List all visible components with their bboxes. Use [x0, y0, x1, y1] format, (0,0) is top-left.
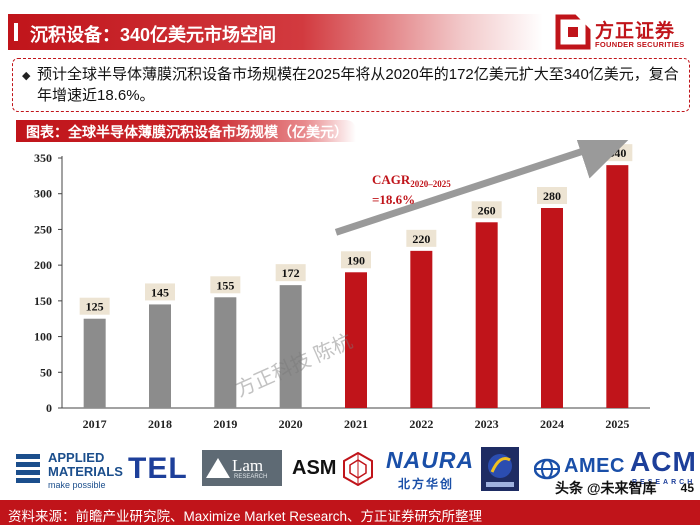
- acm-sub: RESEARCH: [632, 479, 696, 486]
- company-logos: APPLIED MATERIALS make possible TEL Lam …: [10, 446, 696, 494]
- bar-2025: [606, 165, 629, 408]
- lam-logo: Lam RESEARCH: [202, 446, 284, 494]
- x-tick-label: 2024: [540, 417, 564, 431]
- bar-2019: [214, 297, 237, 408]
- bar-2018: [149, 304, 171, 408]
- data-label-bg: [341, 251, 371, 269]
- y-axis: 0 50 100 150 200 250 300 350: [34, 151, 63, 415]
- chart-title: 图表：全球半导体薄膜沉积设备市场规模（亿美元）: [26, 124, 348, 140]
- logo-en: FOUNDER SECURITIES: [595, 40, 685, 49]
- lam-text: Lam: [232, 456, 264, 475]
- bar-2021: [345, 272, 367, 408]
- cagr-label-sub: 2020–2025: [410, 179, 451, 189]
- source-note: 资料来源：前瞻产业研究院、Maximize Market Research、方正…: [8, 509, 483, 524]
- page-number: 45: [680, 481, 694, 495]
- x-tick-label: 2018: [148, 417, 172, 431]
- tel-logo: TEL: [128, 446, 198, 494]
- applied-materials-logo: APPLIED MATERIALS make possible: [14, 446, 124, 494]
- x-tick-label: 2021: [344, 417, 368, 431]
- cagr-label: CAGR2020–2025: [372, 172, 451, 189]
- cagr-arrow: [334, 140, 634, 236]
- applied-text-1: APPLIED: [48, 450, 105, 465]
- data-label-2018: 145: [151, 285, 169, 299]
- y-tick-label: 350: [34, 151, 52, 165]
- title-bar: 沉积设备：340亿美元市场空间: [8, 14, 543, 50]
- bar-2020: [279, 285, 302, 408]
- toutiao-watermark: 头条 @未来智库: [555, 480, 657, 496]
- data-label-2017: 125: [86, 300, 104, 314]
- y-tick-label: 250: [34, 222, 52, 236]
- y-tick-label: 50: [40, 365, 52, 379]
- naura-text: NAURA: [386, 447, 475, 473]
- data-label-2023: 260: [478, 203, 496, 217]
- cagr-label-main: CAGR: [372, 172, 411, 187]
- acm-text: ACM: [630, 446, 697, 477]
- x-tick-label: 2017: [83, 417, 107, 431]
- x-tick-label: 2022: [409, 417, 433, 431]
- founder-logo: 方正证券 FOUNDER SECURITIES: [553, 10, 693, 54]
- data-label-bg: [406, 229, 437, 247]
- y-tick-label: 150: [34, 294, 52, 308]
- x-tick-label: 2025: [605, 417, 629, 431]
- amec-logo: AMEC: [534, 446, 630, 494]
- data-label-bg: [145, 283, 175, 301]
- footer: 资料来源：前瞻产业研究院、Maximize Market Research、方正…: [0, 480, 700, 525]
- y-tick-label: 200: [34, 258, 52, 272]
- acm-logo: ACM RESEARCH: [630, 446, 696, 494]
- naura-sub: 北方华创: [398, 477, 455, 491]
- chart-header: 图表：全球半导体薄膜沉积设备市场规模（亿美元）: [16, 120, 356, 142]
- data-label-bg: [79, 297, 110, 315]
- data-label-2022: 220: [412, 232, 430, 246]
- bar-2017: [83, 318, 106, 408]
- naura-logo: NAURA 北方华创: [386, 446, 476, 494]
- asm-text: ASM: [292, 457, 337, 479]
- lam-box: Lam RESEARCH: [202, 450, 282, 486]
- y-tick-label: 0: [46, 401, 52, 415]
- logo-cn: 方正证券: [595, 21, 676, 42]
- bar-2022: [410, 250, 433, 408]
- data-label-2021: 190: [347, 253, 365, 267]
- y-tick-label: 100: [34, 330, 52, 344]
- data-label-bg: [471, 201, 502, 219]
- data-label-bg: [210, 276, 241, 294]
- data-labels: 125 145 155 172 190 220 260 280 340: [79, 144, 633, 315]
- y-tick-label: 300: [34, 187, 52, 201]
- lam-sub: RESEARCH: [234, 474, 268, 480]
- title-marker: [14, 23, 18, 41]
- summary-box: ◆ 预计全球半导体薄膜沉积设备市场规模在2025年将从2020年的172亿美元扩…: [12, 58, 690, 112]
- amec-text: AMEC: [564, 455, 625, 477]
- applied-materials-icon: [16, 454, 40, 483]
- founder-logo-icon: [555, 14, 591, 50]
- asm-logo: ASM: [292, 446, 382, 494]
- amec-globe-icon: [534, 458, 560, 480]
- data-label-2025: 340: [608, 146, 626, 160]
- x-axis: 2017 2018 2019 2020 2021 2022 2023 2024 2025: [62, 407, 650, 431]
- data-label-2019: 155: [216, 278, 234, 292]
- bars: [83, 165, 629, 408]
- tel-text: TEL: [128, 452, 188, 485]
- applied-text-3: make possible: [48, 480, 106, 490]
- x-tick-label: 2020: [279, 417, 303, 431]
- asm-hexagon-icon: [343, 452, 373, 486]
- data-label-bg: [275, 264, 306, 282]
- piotech-icon: [481, 447, 519, 491]
- lam-icon: [206, 458, 230, 478]
- page-title: 沉积设备：340亿美元市场空间: [30, 25, 277, 45]
- x-tick-label: 2023: [475, 417, 499, 431]
- bar-2024: [541, 208, 563, 408]
- summary-bullet-icon: ◆: [22, 70, 31, 82]
- x-tick-label: 2019: [213, 417, 237, 431]
- data-label-2024: 280: [543, 189, 561, 203]
- data-label-bg: [537, 187, 567, 204]
- cagr-value: =18.6%: [372, 192, 415, 207]
- cagr-annotation: CAGR2020–2025 =18.6%: [334, 140, 634, 236]
- piotech-logo: [480, 446, 524, 494]
- summary-text: 预计全球半导体薄膜沉积设备市场规模在2025年将从2020年的172亿美元扩大至…: [37, 66, 679, 104]
- data-label-2020: 172: [282, 266, 300, 280]
- bar-2023: [475, 222, 498, 408]
- applied-text-2: MATERIALS: [48, 464, 123, 479]
